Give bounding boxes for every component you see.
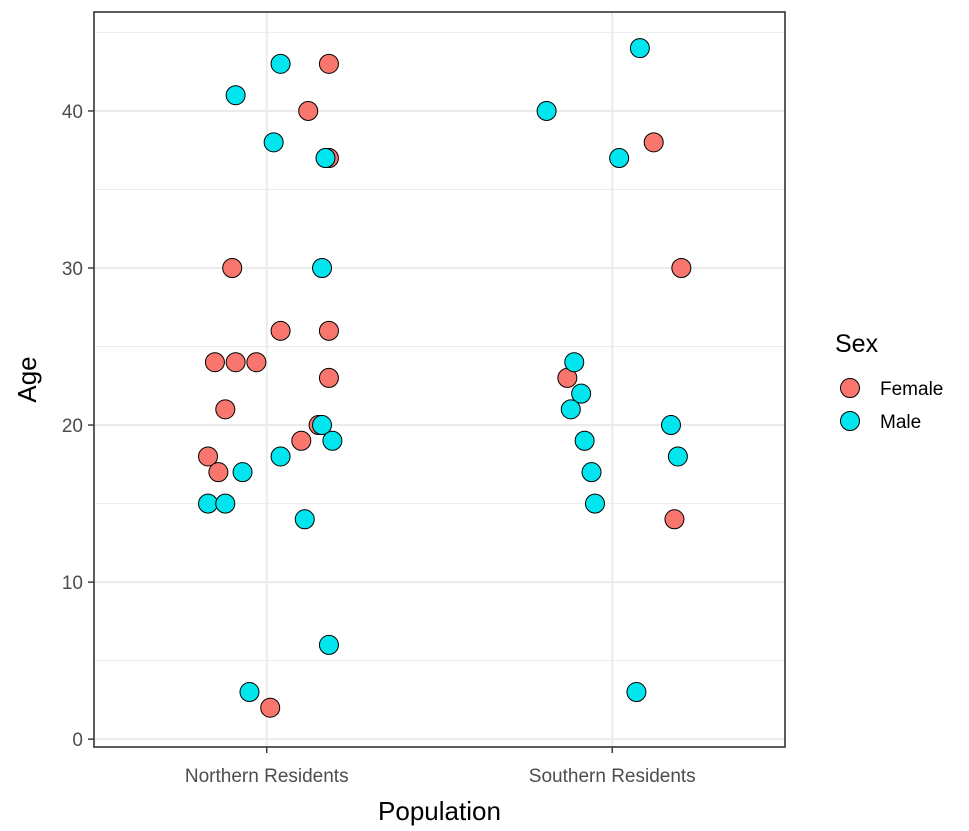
data-point-female <box>318 367 339 388</box>
data-point-male <box>270 446 291 467</box>
y-tick-label: 30 <box>62 259 83 280</box>
data-point-male <box>667 446 688 467</box>
data-point-female <box>198 446 219 467</box>
legend-label: Male <box>880 412 921 433</box>
legend-item-female: Female <box>840 378 943 400</box>
data-point-female <box>643 132 664 153</box>
data-point-female <box>298 100 319 121</box>
data-point-female <box>204 352 225 373</box>
x-axis-title: Population <box>378 796 501 826</box>
data-point-female <box>208 462 229 483</box>
data-point-male <box>536 100 557 121</box>
data-point-male <box>626 682 647 703</box>
y-tick-label: 0 <box>72 730 83 751</box>
data-point-male <box>232 462 253 483</box>
y-axis-title: Age <box>12 356 42 402</box>
data-point-male <box>574 430 595 451</box>
data-point-male <box>322 430 343 451</box>
data-point-male <box>318 634 339 655</box>
data-point-male <box>198 493 219 514</box>
data-point-female <box>318 53 339 74</box>
data-point-male <box>609 148 630 169</box>
data-point-female <box>671 257 692 278</box>
data-point-female <box>222 257 243 278</box>
y-tick-label: 20 <box>62 416 83 437</box>
x-tick-label: Southern Residents <box>529 766 696 787</box>
data-point-male <box>270 53 291 74</box>
y-axis-ticks: 0 10 20 30 40 <box>62 102 94 751</box>
legend-key-male <box>840 411 860 431</box>
data-point-male <box>315 148 336 169</box>
data-point-female <box>318 320 339 341</box>
data-point-male <box>560 399 581 420</box>
data-point-male <box>312 415 333 436</box>
legend-key-female <box>840 378 860 398</box>
data-point-male <box>564 352 585 373</box>
data-point-male <box>215 493 236 514</box>
data-point-male <box>629 38 650 59</box>
data-point-female <box>270 320 291 341</box>
data-point-female <box>291 430 312 451</box>
data-point-female <box>215 399 236 420</box>
data-point-male <box>581 462 602 483</box>
data-point-male <box>225 85 246 106</box>
data-point-male <box>263 132 284 153</box>
data-point-female <box>260 697 281 718</box>
legend-label: Female <box>880 379 943 400</box>
data-points <box>198 38 692 718</box>
data-point-male <box>294 509 315 530</box>
data-point-female <box>664 509 685 530</box>
legend-title: Sex <box>835 330 879 358</box>
data-point-male <box>660 415 681 436</box>
data-point-female <box>246 352 267 373</box>
data-point-female <box>225 352 246 373</box>
legend-entries: Female Male <box>840 378 943 433</box>
y-tick-label: 10 <box>62 573 83 594</box>
data-point-male <box>584 493 605 514</box>
data-point-male <box>571 383 592 404</box>
legend-item-male: Male <box>840 411 921 433</box>
y-tick-label: 40 <box>62 102 83 123</box>
x-axis-ticks: Northern Residents Southern Residents <box>185 747 696 787</box>
plot-panel-border <box>93 11 786 748</box>
data-point-male <box>239 682 260 703</box>
x-tick-label: Northern Residents <box>185 766 349 787</box>
data-point-male <box>312 257 333 278</box>
gridlines <box>94 12 785 747</box>
legend: Sex Female Male <box>835 330 943 433</box>
